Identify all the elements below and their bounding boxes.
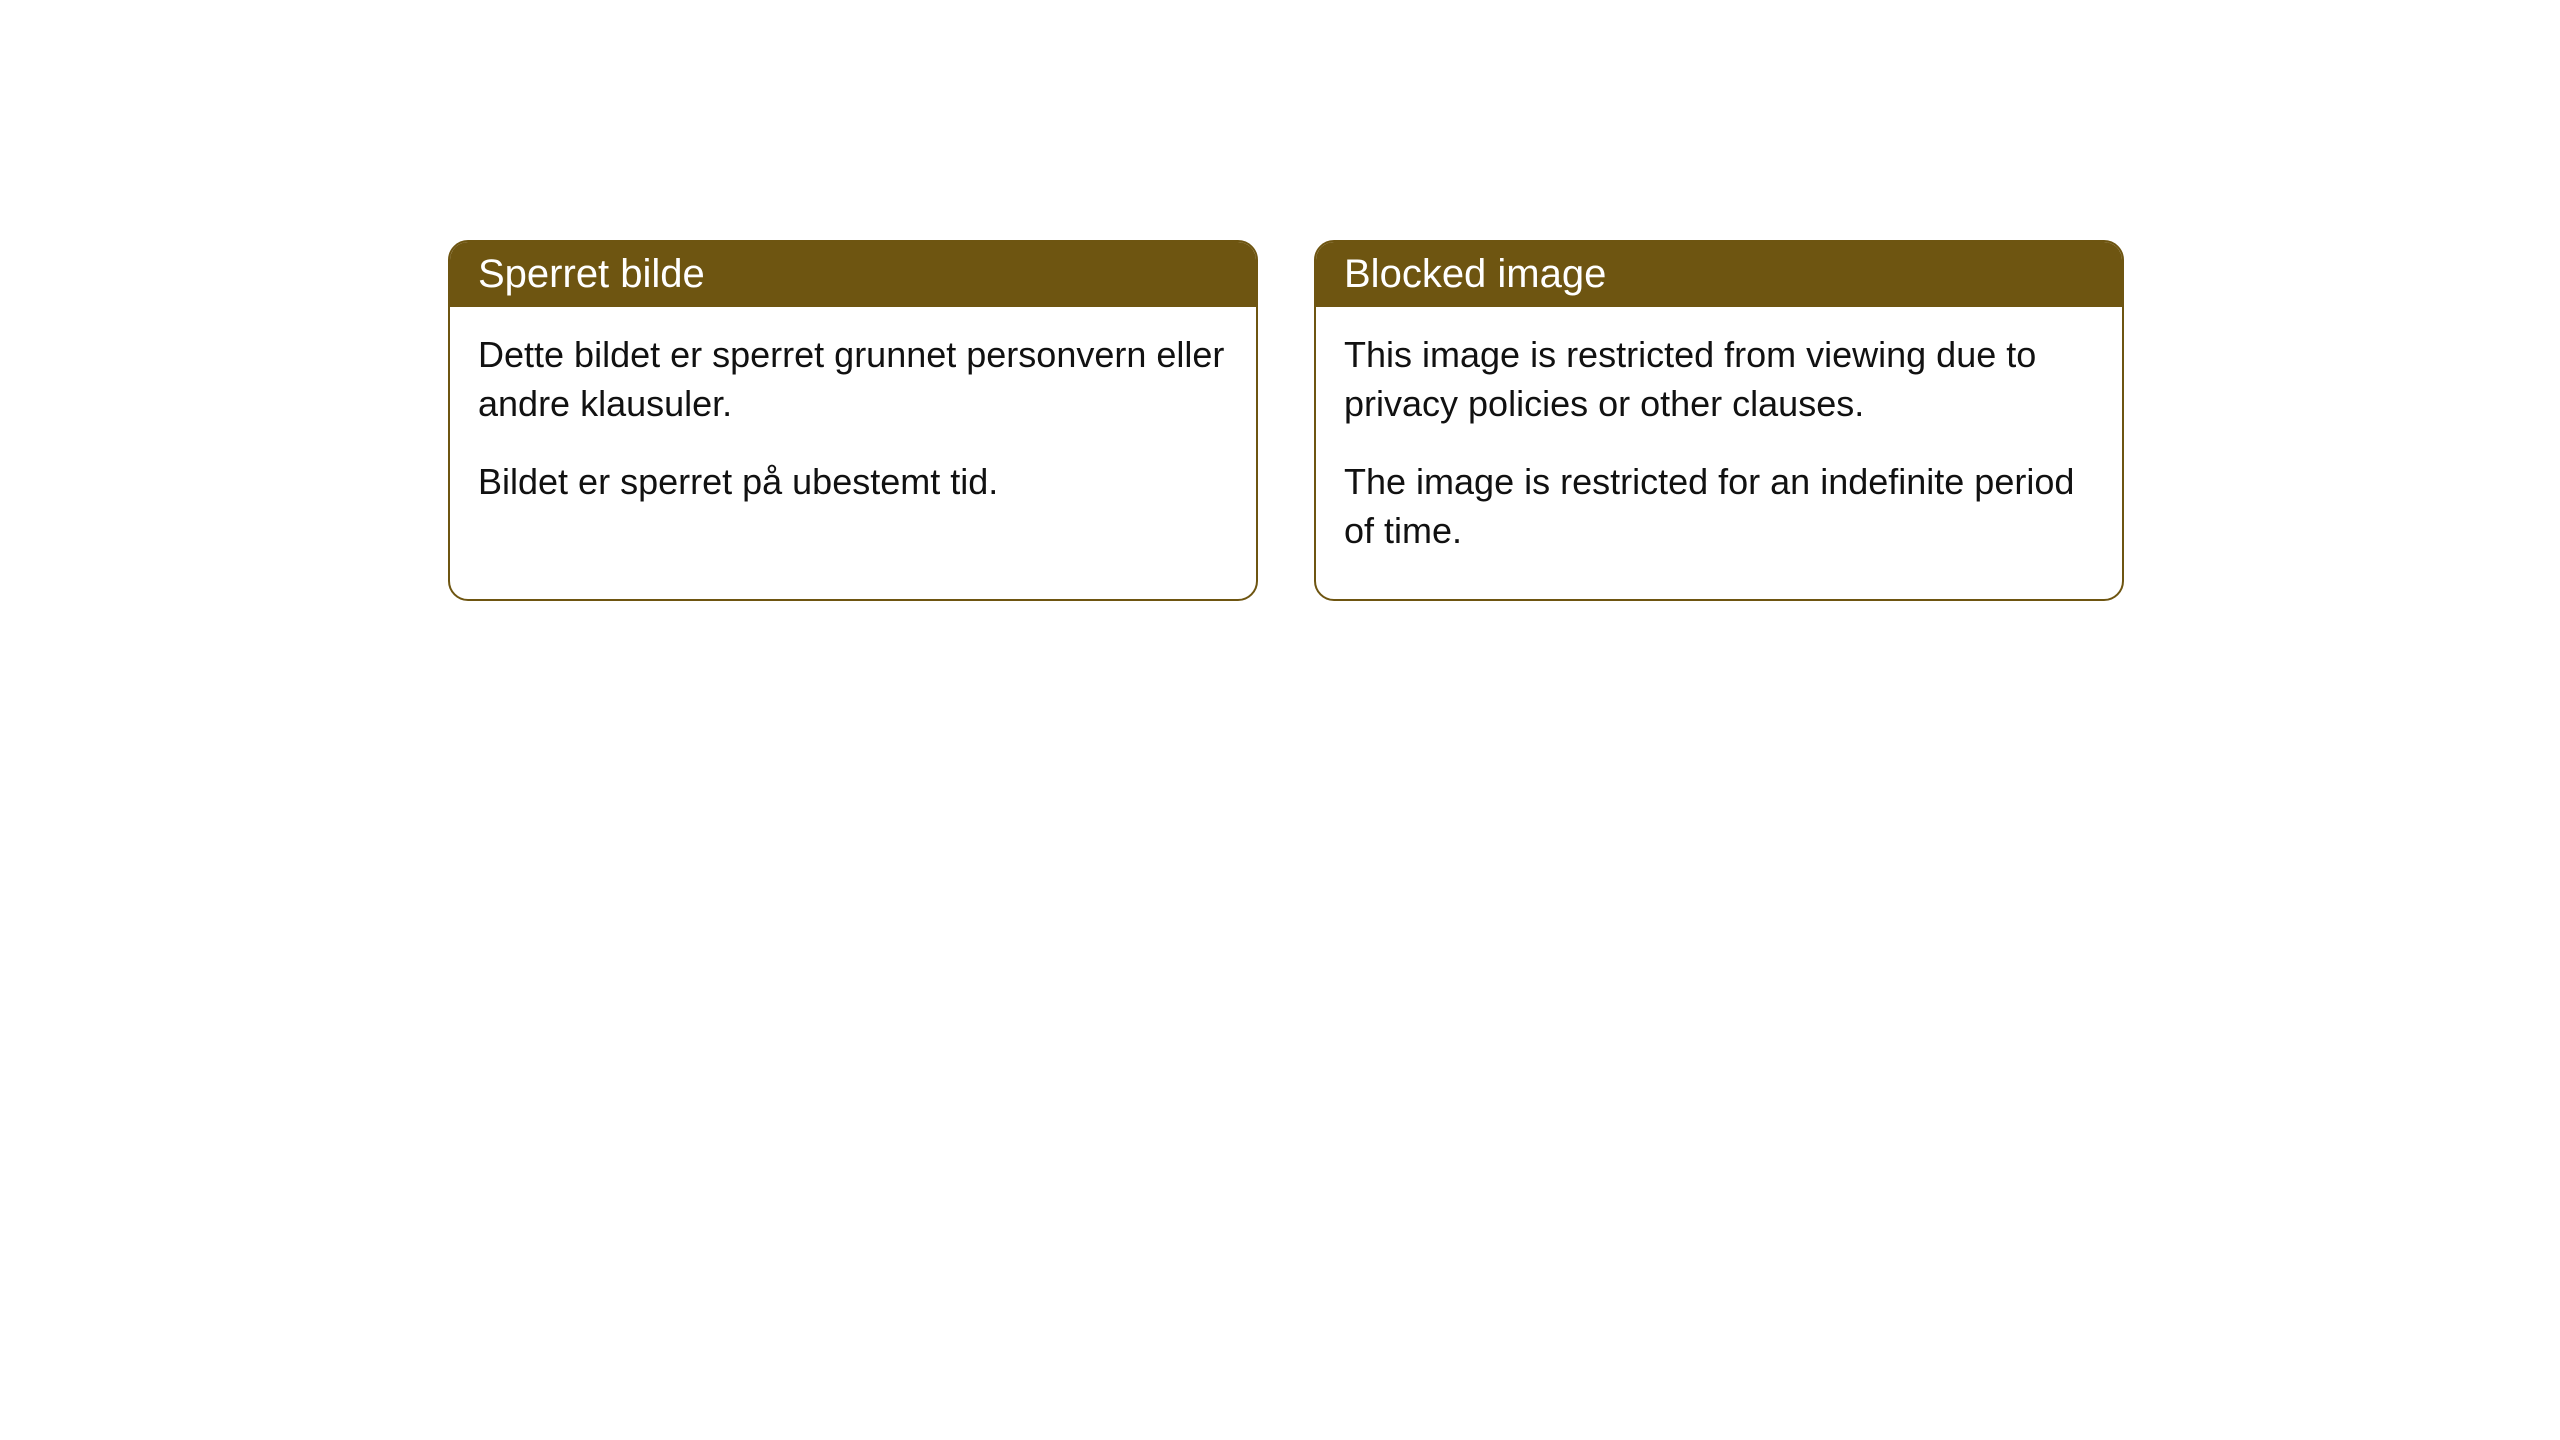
- blocked-image-card-norwegian: Sperret bilde Dette bildet er sperret gr…: [448, 240, 1258, 601]
- card-body-english: This image is restricted from viewing du…: [1316, 307, 2122, 599]
- card-paragraph-1: Dette bildet er sperret grunnet personve…: [478, 331, 1228, 428]
- card-header-english: Blocked image: [1316, 242, 2122, 307]
- card-header-norwegian: Sperret bilde: [450, 242, 1256, 307]
- card-paragraph-2: The image is restricted for an indefinit…: [1344, 458, 2094, 555]
- card-body-norwegian: Dette bildet er sperret grunnet personve…: [450, 307, 1256, 551]
- cards-container: Sperret bilde Dette bildet er sperret gr…: [0, 0, 2560, 601]
- card-paragraph-1: This image is restricted from viewing du…: [1344, 331, 2094, 428]
- blocked-image-card-english: Blocked image This image is restricted f…: [1314, 240, 2124, 601]
- card-paragraph-2: Bildet er sperret på ubestemt tid.: [478, 458, 1228, 507]
